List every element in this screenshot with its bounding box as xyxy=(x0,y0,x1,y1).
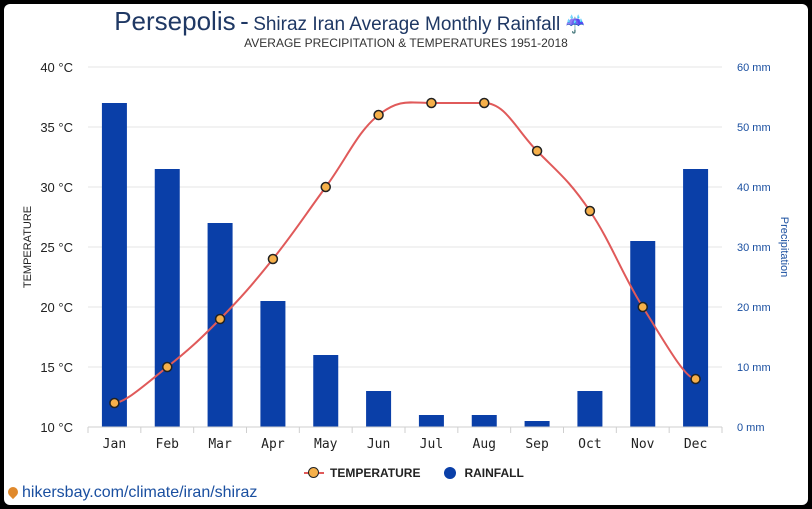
x-tick-label: Feb xyxy=(156,437,180,452)
y-right-tick-label: 0 mm xyxy=(737,422,765,434)
x-axis: Jan Feb Mar Apr May Jun Jul Aug Sep Oct Nov Dec xyxy=(87,426,723,452)
x-tick-label: Jan xyxy=(103,437,126,452)
x-tick-label: Sep xyxy=(525,437,549,452)
y-axis-right: 0 mm 10 mm 20 mm 30 mm 40 mm 50 mm 60 mm xyxy=(737,62,771,434)
chart-title: Persepolis - Shiraz Iran Average Monthly… xyxy=(0,6,700,37)
rainfall-bar[interactable] xyxy=(524,421,550,427)
y-right-tick-label: 10 mm xyxy=(737,362,771,374)
legend-temperature[interactable]: TEMPERATURE xyxy=(304,466,420,480)
x-tick-label: Aug xyxy=(473,437,496,452)
umbrella-icon: ☔ xyxy=(564,15,586,34)
y-left-tick-label: 35 °C xyxy=(40,120,73,135)
temperature-point[interactable] xyxy=(479,97,490,109)
chart-legend: TEMPERATURE RAINFALL xyxy=(304,466,548,480)
temperature-point[interactable] xyxy=(162,361,173,373)
temperature-line xyxy=(114,101,696,404)
temperature-point[interactable] xyxy=(214,313,226,325)
chart-subtitle: AVERAGE PRECIPITATION & TEMPERATURES 195… xyxy=(0,36,812,50)
temperature-point[interactable] xyxy=(426,97,437,109)
y-right-tick-label: 40 mm xyxy=(737,182,771,194)
x-tick-label: Jun xyxy=(367,437,390,452)
legend-dot-icon xyxy=(444,467,457,479)
x-tick-label: Mar xyxy=(208,437,232,452)
rainfall-bar[interactable] xyxy=(313,355,339,427)
rainfall-bar[interactable] xyxy=(471,415,497,427)
legend-line-marker-icon xyxy=(304,467,324,479)
title-separator: - xyxy=(240,6,249,36)
rainfall-bar[interactable] xyxy=(207,223,233,427)
title-main: Persepolis xyxy=(114,6,236,36)
x-tick-label: Nov xyxy=(631,437,655,452)
x-tick-label: Jul xyxy=(420,437,443,452)
rainfall-bar[interactable] xyxy=(683,169,709,427)
temperature-points xyxy=(109,97,701,409)
source-link[interactable]: hikersbay.com/climate/iran/shiraz xyxy=(5,484,258,502)
y-right-tick-label: 20 mm xyxy=(737,302,771,314)
y-right-tick-label: 50 mm xyxy=(737,122,771,134)
temperature-point[interactable] xyxy=(373,109,384,121)
gridlines xyxy=(88,66,722,428)
rainfall-bars xyxy=(101,103,709,427)
x-tick-label: Dec xyxy=(684,437,707,452)
legend-rainfall[interactable]: RAINFALL xyxy=(444,466,524,480)
rainfall-bar[interactable] xyxy=(154,169,180,427)
rainfall-bar[interactable] xyxy=(260,301,286,427)
y-left-tick-label: 40 °C xyxy=(40,60,73,75)
x-tick-label: Apr xyxy=(261,437,285,452)
rainfall-bar[interactable] xyxy=(630,241,656,427)
temperature-point[interactable] xyxy=(531,145,543,157)
y-left-tick-label: 10 °C xyxy=(40,420,73,435)
y-left-tick-label: 20 °C xyxy=(40,300,73,315)
x-tick-label: Oct xyxy=(578,437,601,452)
y-right-tick-label: 30 mm xyxy=(737,242,771,254)
temperature-point[interactable] xyxy=(109,397,120,409)
source-link-text[interactable]: hikersbay.com/climate/iran/shiraz xyxy=(22,484,258,501)
chart-card xyxy=(4,4,808,505)
location-pin-icon xyxy=(5,484,21,500)
rainfall-bar[interactable] xyxy=(366,391,392,427)
legend-temperature-label: TEMPERATURE xyxy=(330,466,421,480)
y-left-tick-label: 25 °C xyxy=(40,240,73,255)
temperature-point[interactable] xyxy=(637,301,648,313)
temperature-point[interactable] xyxy=(320,181,331,193)
temperature-point[interactable] xyxy=(690,373,701,385)
y-left-tick-label: 30 °C xyxy=(40,180,73,195)
legend-rainfall-label: RAINFALL xyxy=(464,466,524,480)
y-axis-left: 10 °C 15 °C 20 °C 25 °C 30 °C 35 °C 40 °C xyxy=(40,60,73,435)
subtitle-text: AVERAGE PRECIPITATION & TEMPERATURES 195… xyxy=(244,36,568,50)
rainfall-bar[interactable] xyxy=(101,103,127,427)
y-axis-right-title: Precipitation xyxy=(778,217,790,278)
temperature-point[interactable] xyxy=(584,205,596,217)
rainfall-bar[interactable] xyxy=(577,391,603,427)
rainfall-bar[interactable] xyxy=(418,415,444,427)
y-right-tick-label: 60 mm xyxy=(737,62,771,74)
y-axis-left-title: TEMPERATURE xyxy=(22,206,34,288)
title-subtitle-text: Shiraz Iran Average Monthly Rainfall xyxy=(253,14,561,35)
temperature-point[interactable] xyxy=(267,253,279,265)
x-tick-label: May xyxy=(314,437,338,452)
y-left-tick-label: 15 °C xyxy=(40,360,73,375)
